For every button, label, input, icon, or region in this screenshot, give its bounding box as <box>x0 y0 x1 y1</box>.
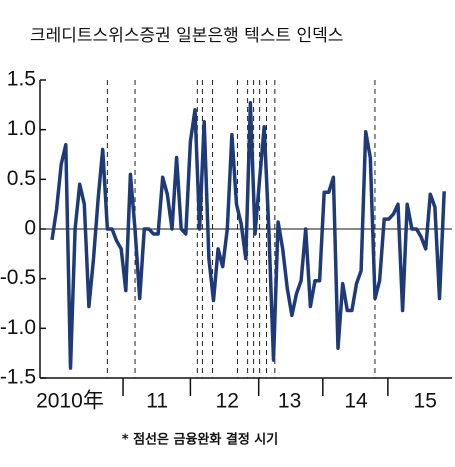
x-tick-label: 2010年 <box>36 390 104 413</box>
x-tick-label: 14 <box>344 390 368 413</box>
y-tick-label: 1.5 <box>7 68 36 91</box>
y-tick-label: -0.5 <box>0 266 36 289</box>
x-tick-label: 15 <box>414 390 437 413</box>
y-tick-label: 0 <box>24 217 36 240</box>
y-tick-label: 1.0 <box>7 117 36 140</box>
chart-title: 크레디트스위스증권 일본은행 텍스트 인덱스 <box>30 26 343 46</box>
y-tick-label: 0.5 <box>7 167 36 190</box>
footnote: * 점선은 금융완화 결정 시기 <box>122 432 278 448</box>
x-tick-label: 12 <box>216 390 239 413</box>
y-tick-label: -1.5 <box>0 366 36 389</box>
x-tick-label: 13 <box>278 390 301 413</box>
data-line <box>50 101 446 370</box>
y-tick-label: -1.0 <box>0 316 36 339</box>
x-tick-label: 11 <box>146 390 168 413</box>
